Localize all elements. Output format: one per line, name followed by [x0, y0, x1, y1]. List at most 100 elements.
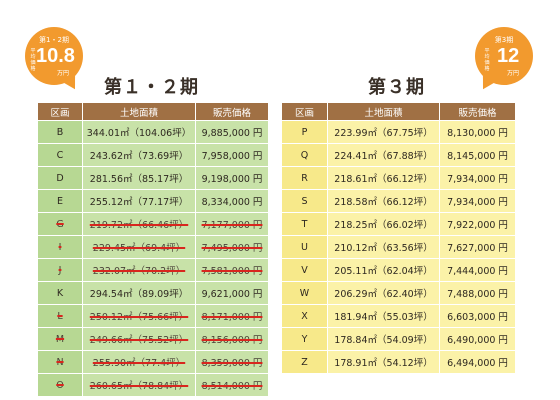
- table-row: R 218.61㎡（66.12坪） 7,934,000 円: [282, 167, 515, 189]
- lot-cell: U: [282, 236, 328, 258]
- header-price: 販売価格: [196, 103, 268, 120]
- area-cell: 218.58㎡（66.12坪）: [328, 190, 440, 212]
- area-cell: 205.11㎡（62.04坪）: [328, 259, 440, 281]
- area-cell: 255.12㎡（77.17坪）: [83, 190, 196, 212]
- area-cell: 249.66㎡（75.52坪）: [83, 328, 196, 350]
- table-row: E 255.12㎡（77.17坪） 8,334,000 円: [38, 190, 268, 212]
- price-cell: 7,934,000 円: [440, 167, 515, 189]
- lot-cell: J: [38, 259, 83, 281]
- badge-caption: 平均価格: [484, 48, 490, 72]
- area-cell: 250.12㎡（75.66坪）: [83, 305, 196, 327]
- lot-cell: G: [38, 213, 83, 235]
- table-row: D 281.56㎡（85.17坪） 9,198,000 円: [38, 167, 268, 189]
- phase12-title: 第１・２期: [104, 77, 199, 98]
- lot-cell: B: [38, 121, 83, 143]
- lot-cell: W: [282, 282, 328, 304]
- lot-cell: X: [282, 305, 328, 327]
- area-cell: 218.25㎡（66.02坪）: [328, 213, 440, 235]
- badge-value: 10.8: [36, 45, 75, 67]
- price-cell: 7,958,000 円: [196, 144, 268, 166]
- table-row: B 344.01㎡（104.06坪） 9,885,000 円: [38, 121, 268, 143]
- area-cell: 219.72㎡（66.46坪）: [83, 213, 196, 235]
- table-row: T 218.25㎡（66.02坪） 7,922,000 円: [282, 213, 515, 235]
- lot-cell: V: [282, 259, 328, 281]
- area-cell: 206.29㎡（62.40坪）: [328, 282, 440, 304]
- phase12-price-table: 区画 土地面積 販売価格 B 344.01㎡（104.06坪） 9,885,000 …: [38, 102, 268, 397]
- price-cell: 7,581,000 円: [196, 259, 268, 281]
- area-cell: 255.90㎡（77.4坪）: [83, 351, 196, 373]
- phase3-average-badge: 第3期 平均価格 12 万円: [475, 27, 533, 85]
- phase12-rows: B 344.01㎡（104.06坪） 9,885,000 円 C 243.62㎡（73.…: [38, 121, 268, 396]
- table-row: S 218.58㎡（66.12坪） 7,934,000 円: [282, 190, 515, 212]
- area-cell: 260.65㎡（78.84坪）: [83, 374, 196, 396]
- badge-caption: 平均価格: [30, 48, 36, 72]
- table-row: X 181.94㎡（55.03坪） 6,603,000 円: [282, 305, 515, 327]
- lot-cell: M: [38, 328, 83, 350]
- price-cell: 8,145,000 円: [440, 144, 515, 166]
- price-cell: 7,922,000 円: [440, 213, 515, 235]
- table-row: U 210.12㎡（63.56坪） 7,627,000 円: [282, 236, 515, 258]
- area-cell: 178.91㎡（54.12坪）: [328, 351, 440, 373]
- header-area: 土地面積: [328, 103, 440, 120]
- price-cell: 6,490,000 円: [440, 328, 515, 350]
- lot-cell: Q: [282, 144, 328, 166]
- table-row-sold: O 260.65㎡（78.84坪） 8,514,000 円: [38, 374, 268, 396]
- lot-cell: I: [38, 236, 83, 258]
- lot-cell: K: [38, 282, 83, 304]
- header-lot: 区画: [38, 103, 83, 120]
- table-row-sold: G 219.72㎡（66.46坪） 7,177,000 円: [38, 213, 268, 235]
- area-cell: 181.94㎡（55.03坪）: [328, 305, 440, 327]
- lot-cell: C: [38, 144, 83, 166]
- table-row-sold: M 249.66㎡（75.52坪） 8,156,000 円: [38, 328, 268, 350]
- price-cell: 8,359,000 円: [196, 351, 268, 373]
- lot-cell: P: [282, 121, 328, 143]
- table-row: V 205.11㎡（62.04坪） 7,444,000 円: [282, 259, 515, 281]
- area-cell: 210.12㎡（63.56坪）: [328, 236, 440, 258]
- table-row: K 294.54㎡（89.09坪） 9,621,000 円: [38, 282, 268, 304]
- area-cell: 281.56㎡（85.17坪）: [83, 167, 196, 189]
- price-cell: 7,177,000 円: [196, 213, 268, 235]
- area-cell: 294.54㎡（89.09坪）: [83, 282, 196, 304]
- price-cell: 9,885,000 円: [196, 121, 268, 143]
- price-cell: 7,444,000 円: [440, 259, 515, 281]
- badge-value: 12: [497, 45, 520, 67]
- area-cell: 223.99㎡（67.75坪）: [328, 121, 440, 143]
- badge-title: 第3期: [494, 36, 514, 44]
- price-cell: 6,603,000 円: [440, 305, 515, 327]
- area-cell: 178.84㎡（54.09坪）: [328, 328, 440, 350]
- area-cell: 218.61㎡（66.12坪）: [328, 167, 440, 189]
- header-lot: 区画: [282, 103, 328, 120]
- table-row-sold: L 250.12㎡（75.66坪） 8,171,000 円: [38, 305, 268, 327]
- area-cell: 232.07㎡（70.2坪）: [83, 259, 196, 281]
- area-cell: 243.62㎡（73.69坪）: [83, 144, 196, 166]
- table-row-sold: J 232.07㎡（70.2坪） 7,581,000 円: [38, 259, 268, 281]
- badge-title: 第1・2期: [39, 36, 69, 44]
- badge-unit: 万円: [506, 70, 519, 77]
- phase3-price-table: 区画 土地面積 販売価格 P 223.99㎡（67.75坪） 8,130,000 円…: [282, 102, 515, 374]
- lot-cell: S: [282, 190, 328, 212]
- badge-unit: 万円: [56, 70, 69, 77]
- table-header-row: 区画 土地面積 販売価格: [282, 103, 515, 120]
- table-row-sold: N 255.90㎡（77.4坪） 8,359,000 円: [38, 351, 268, 373]
- area-cell: 224.41㎡（67.88坪）: [328, 144, 440, 166]
- price-cell: 8,156,000 円: [196, 328, 268, 350]
- lot-cell: N: [38, 351, 83, 373]
- price-cell: 7,627,000 円: [440, 236, 515, 258]
- price-cell: 8,514,000 円: [196, 374, 268, 396]
- lot-cell: T: [282, 213, 328, 235]
- price-cell: 7,495,000 円: [196, 236, 268, 258]
- table-row: Z 178.91㎡（54.12坪） 6,494,000 円: [282, 351, 515, 373]
- lot-cell: D: [38, 167, 83, 189]
- area-cell: 229.45㎡（69.4坪）: [83, 236, 196, 258]
- price-cell: 7,934,000 円: [440, 190, 515, 212]
- lot-cell: L: [38, 305, 83, 327]
- price-cell: 6,494,000 円: [440, 351, 515, 373]
- price-cell: 8,334,000 円: [196, 190, 268, 212]
- lot-cell: Z: [282, 351, 328, 373]
- table-header-row: 区画 土地面積 販売価格: [38, 103, 268, 120]
- table-row-sold: I 229.45㎡（69.4坪） 7,495,000 円: [38, 236, 268, 258]
- table-row: W 206.29㎡（62.40坪） 7,488,000 円: [282, 282, 515, 304]
- table-row: C 243.62㎡（73.69坪） 7,958,000 円: [38, 144, 268, 166]
- lot-cell: Y: [282, 328, 328, 350]
- table-row: Q 224.41㎡（67.88坪） 8,145,000 円: [282, 144, 515, 166]
